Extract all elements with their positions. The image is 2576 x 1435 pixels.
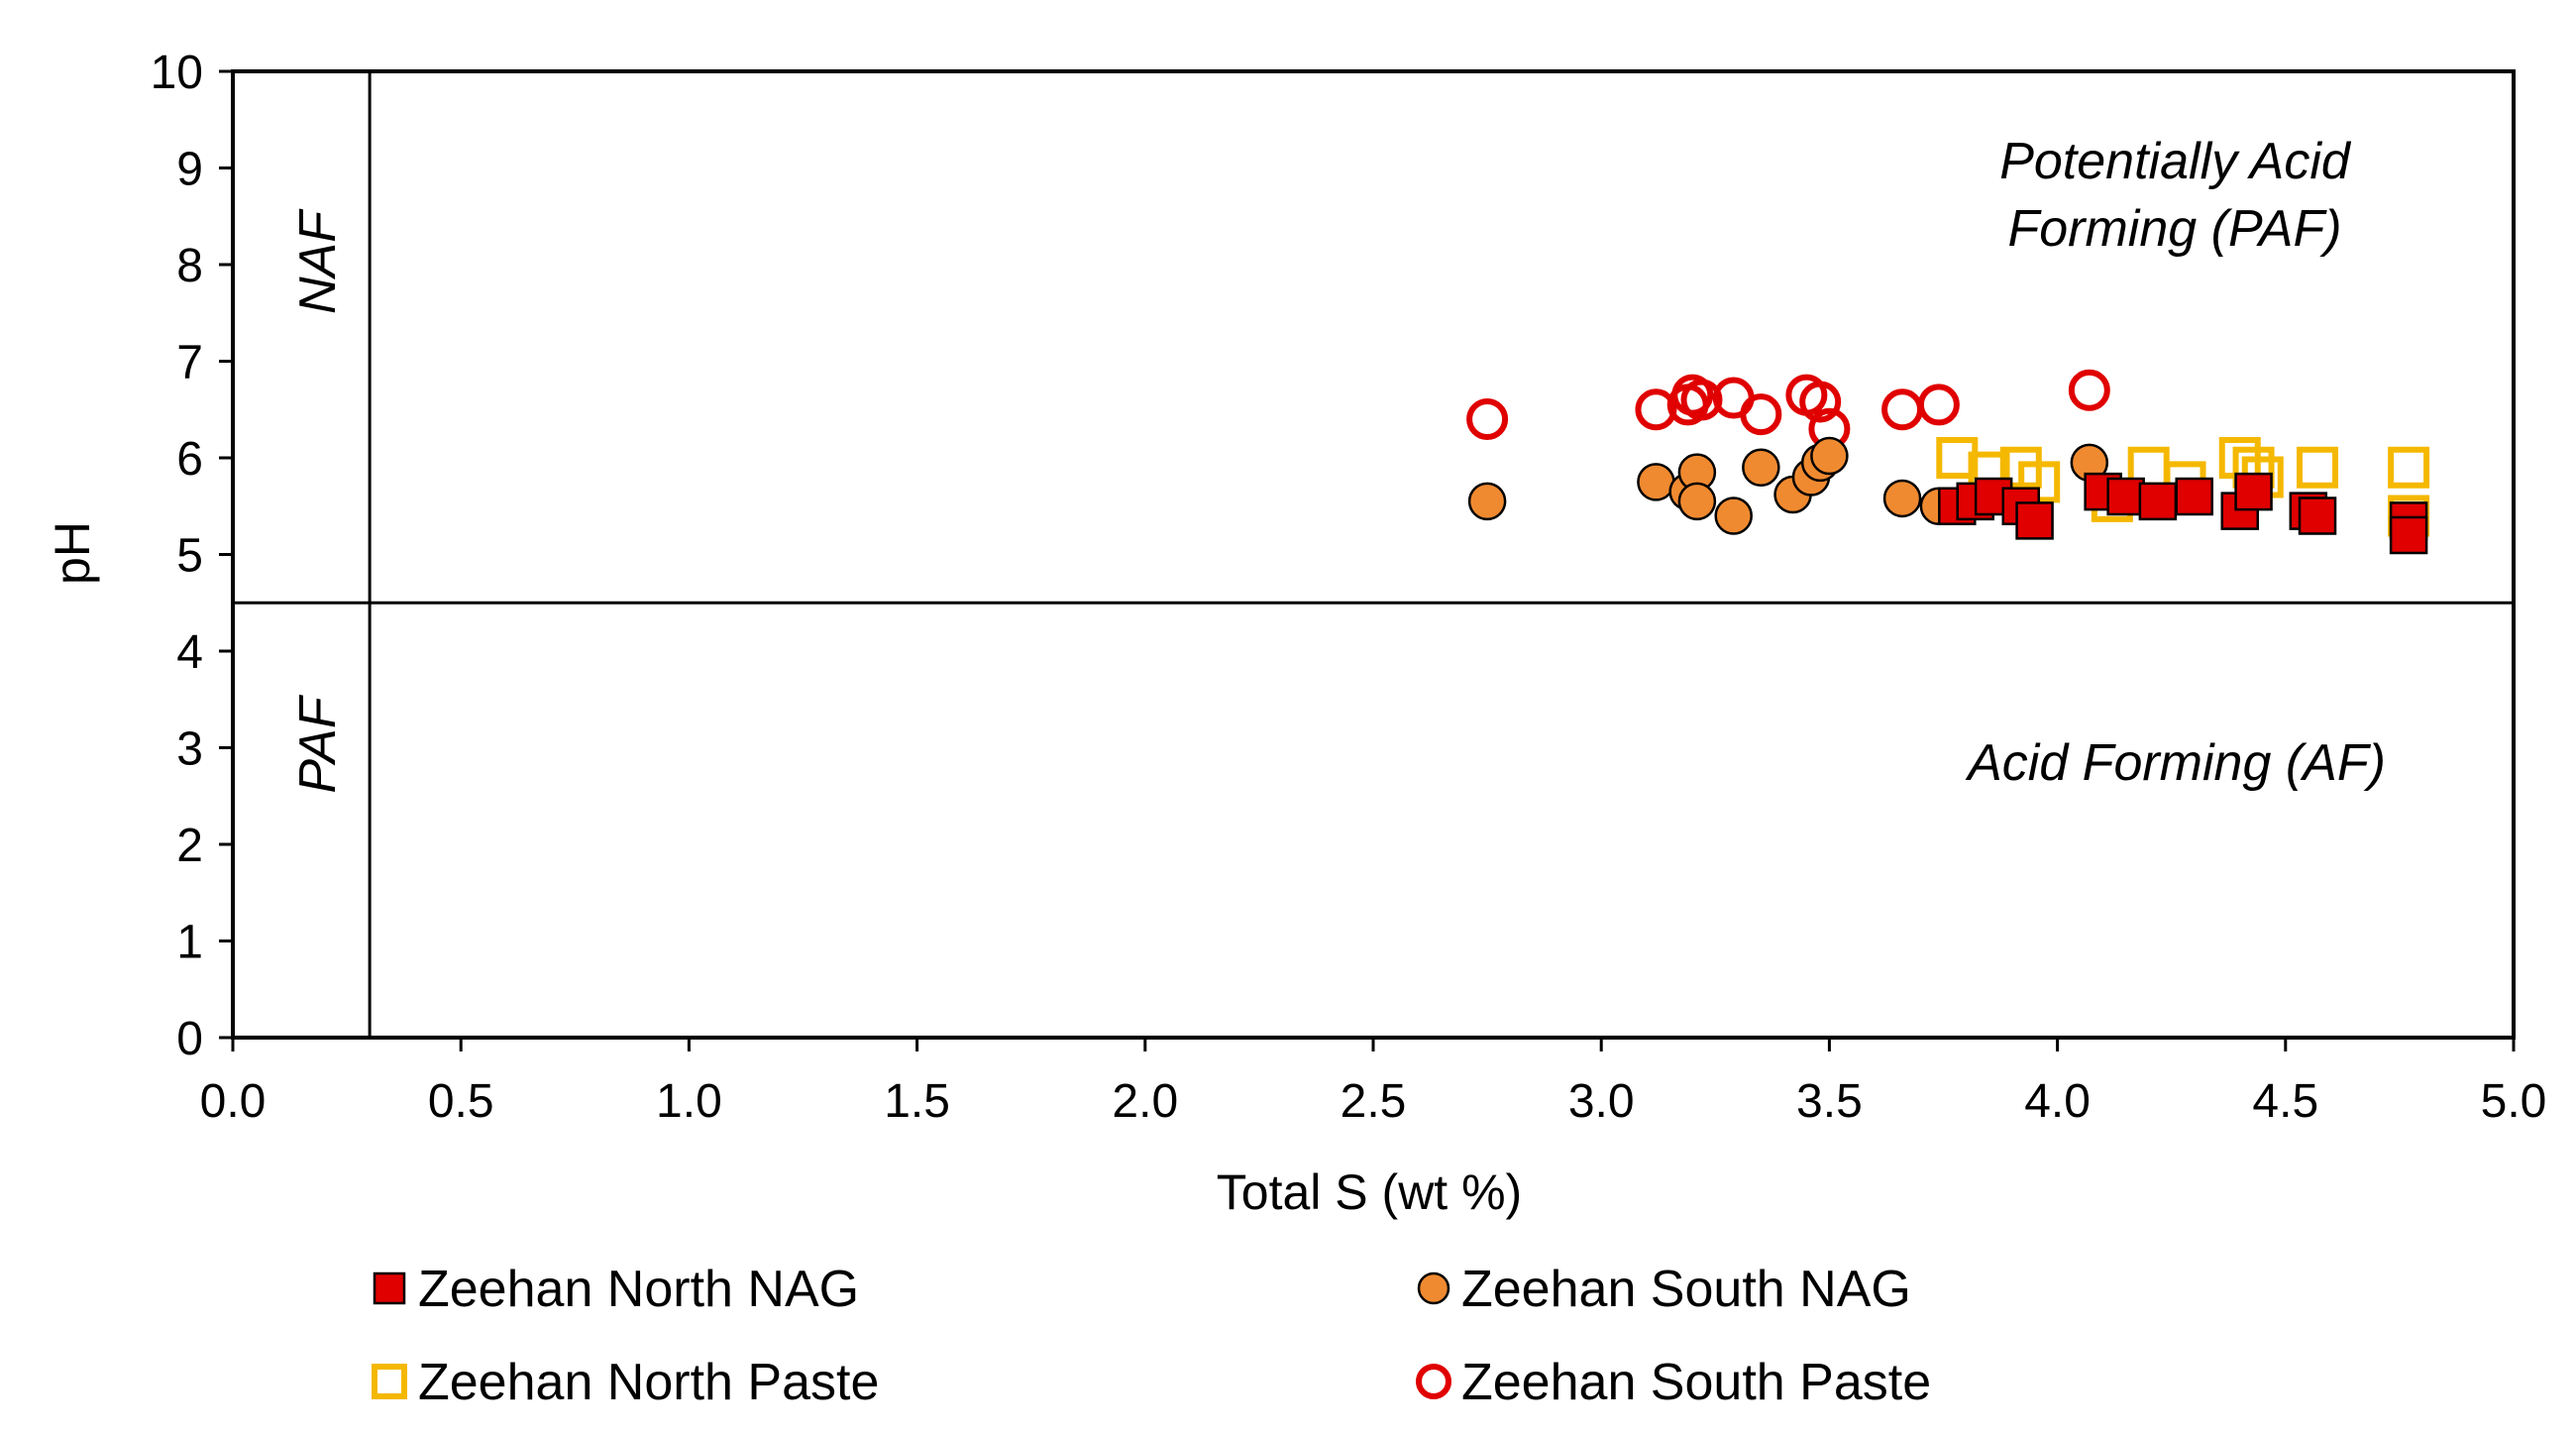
- legend-label-south-paste: Zeehan South Paste: [1461, 1354, 1931, 1411]
- y-tick-label: 1: [176, 917, 203, 969]
- y-tick-label: 0: [176, 1013, 203, 1065]
- data-point-south-paste: [2068, 369, 2110, 411]
- data-point-north-nag: [2175, 477, 2213, 516]
- data-point-north-nag: [2234, 472, 2273, 511]
- data-point-north-nag: [2389, 515, 2428, 555]
- legend-marker-north-nag: [373, 1271, 406, 1305]
- x-tick-label: 0.0: [200, 1075, 267, 1128]
- y-tick-label: 6: [176, 433, 203, 486]
- y-tick-label: 5: [176, 530, 203, 583]
- data-point-north-paste: [2388, 446, 2430, 489]
- legend-marker-south-nag: [1417, 1271, 1450, 1305]
- legend-label-north-paste: Zeehan North Paste: [418, 1354, 879, 1411]
- x-tick-label: 4.0: [2024, 1075, 2091, 1128]
- data-point-south-paste: [1799, 381, 1842, 423]
- y-tick-label: 10: [151, 47, 203, 99]
- data-point-north-paste: [1936, 437, 1979, 479]
- x-tick-label: 2.0: [1112, 1075, 1178, 1128]
- data-point-north-nag: [2106, 477, 2145, 516]
- data-point-south-nag: [1882, 479, 1922, 518]
- legend-marker-north-paste: [372, 1364, 407, 1399]
- data-point-south-nag: [1742, 448, 1780, 487]
- x-tick-label: 1.0: [656, 1075, 722, 1128]
- x-tick-label: 2.5: [1341, 1075, 1407, 1128]
- legend-label-south-nag: Zeehan South NAG: [1461, 1261, 1911, 1318]
- y-tick-label: 9: [176, 144, 203, 196]
- data-point-north-nag: [2138, 482, 2178, 521]
- x-tick-label: 4.5: [2252, 1075, 2318, 1128]
- y-tick-label: 7: [176, 337, 203, 389]
- region-label-paf-top-line1: Potentially Acid: [1999, 133, 2352, 190]
- x-axis-title: Total S (wt %): [1217, 1164, 1522, 1220]
- data-point-south-nag: [1714, 497, 1753, 535]
- data-point-south-paste: [1881, 388, 1924, 431]
- data-point-south-nag: [1467, 482, 1507, 521]
- x-tick-label: 5.0: [2481, 1075, 2547, 1128]
- legend-marker-south-paste: [1416, 1364, 1451, 1399]
- legend: Zeehan North NAG Zeehan South NAG Zeehan…: [372, 1261, 1931, 1411]
- data-point-south-paste: [1917, 384, 1960, 426]
- y-axis-title: pH: [45, 521, 100, 585]
- y-tick-label: 8: [176, 240, 203, 292]
- legend-label-north-nag: Zeehan North NAG: [418, 1261, 859, 1318]
- region-label-af: Acid Forming (AF): [1965, 734, 2386, 792]
- region-label-paf-top-line2: Forming (PAF): [2007, 200, 2341, 258]
- x-tick-label: 3.5: [1796, 1075, 1863, 1128]
- y-tick-label: 3: [176, 723, 203, 776]
- region-label-naf: NAF: [289, 208, 347, 314]
- data-point-south-nag: [1677, 482, 1717, 521]
- data-point-north-paste: [2297, 446, 2339, 489]
- x-tick-label: 1.5: [884, 1075, 950, 1128]
- x-tick-label: 3.0: [1568, 1075, 1635, 1128]
- data-point-south-nag: [1637, 463, 1675, 501]
- y-tick-label: 2: [176, 820, 203, 872]
- data-point-north-nag: [2298, 497, 2337, 535]
- x-tick-label: 0.5: [428, 1075, 494, 1128]
- data-point-south-paste: [1635, 388, 1677, 431]
- data-point-south-nag: [1810, 436, 1849, 476]
- data-point-south-paste: [1680, 379, 1723, 421]
- region-label-paf-left: PAF: [289, 694, 347, 794]
- y-tick-label: 4: [176, 626, 203, 679]
- data-point-north-nag: [2015, 501, 2054, 540]
- data-point-south-paste: [1740, 393, 1782, 436]
- data-point-south-paste: [1466, 398, 1509, 440]
